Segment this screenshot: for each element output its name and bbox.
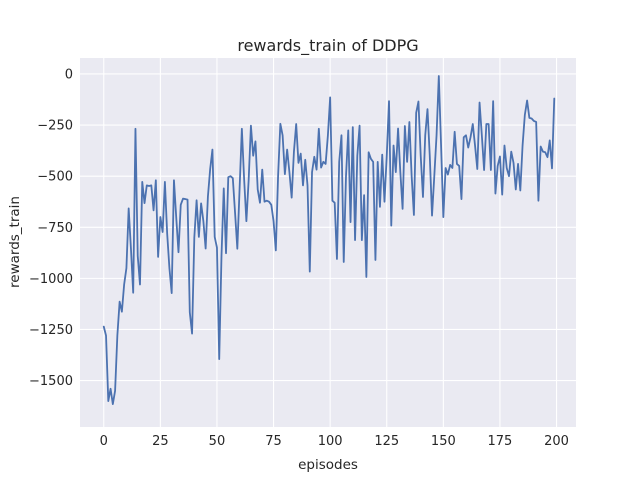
x-axis-label: episodes [298,457,358,473]
y-tick-label: 0 [65,67,73,82]
x-tick-label: 150 [431,434,456,449]
x-tick-label: 25 [152,434,169,449]
x-tick-label: 200 [544,434,569,449]
x-tick-label: 125 [374,434,399,449]
x-tick-label: 175 [488,434,513,449]
x-tick-label: 50 [209,434,226,449]
y-tick-label: −1500 [29,374,73,389]
y-tick-label: −750 [37,221,73,236]
x-tick-label: 0 [100,434,108,449]
x-tick-labels: 0 25 50 75 100 125 150 175 200 [100,434,569,449]
y-axis-label: rewards_train [7,196,23,288]
y-tick-label: −250 [37,119,73,134]
plot-background [80,58,576,427]
y-tick-label: −1000 [29,272,73,287]
rewards-train-line [102,75,556,405]
y-tick-label: −1250 [29,323,73,338]
x-tick-label: 100 [318,434,343,449]
y-tick-label: −500 [37,170,73,185]
y-tick-labels: 0 −250 −500 −750 −1000 −1250 −1500 [29,67,73,389]
chart-title: rewards_train of DDPG [237,36,418,56]
x-tick-label: 75 [265,434,282,449]
